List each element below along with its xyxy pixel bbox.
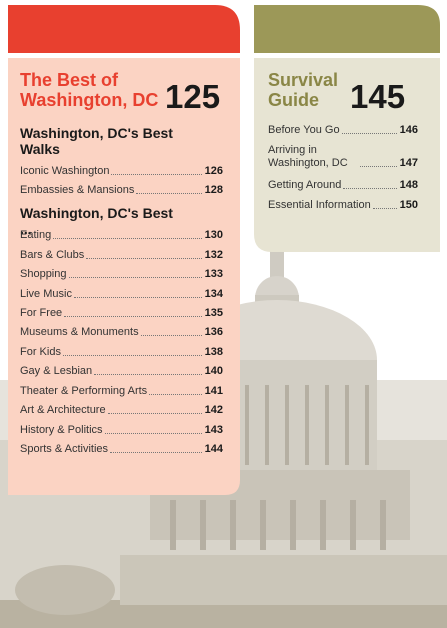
entry-page: 130 bbox=[204, 229, 223, 241]
toc-entry: Getting Around 148 bbox=[268, 179, 418, 192]
left-panel bbox=[8, 58, 240, 495]
right-header-bar bbox=[254, 5, 440, 53]
section-heading: Washington, DC's Best ... bbox=[20, 205, 173, 237]
entry-label: Live Music bbox=[20, 288, 72, 300]
entry-label: Bars & Clubs bbox=[20, 249, 85, 261]
dot-leader bbox=[140, 335, 202, 336]
toc-entry: Theater & Performing Arts 141 bbox=[20, 385, 223, 398]
entry-label: Before You Go bbox=[268, 124, 340, 136]
entry-label: For Free bbox=[20, 307, 63, 319]
entry-page: 147 bbox=[399, 157, 418, 169]
entry-label: Sports & Activities bbox=[20, 443, 109, 455]
toc-entry: For Kids 138 bbox=[20, 346, 223, 359]
toc-entry: History & Politics 143 bbox=[20, 424, 223, 437]
section-page: 145 bbox=[350, 78, 406, 115]
entry-page: 133 bbox=[204, 268, 223, 280]
toc-entry: Live Music 134 bbox=[20, 288, 223, 301]
entry-label: Iconic Washington bbox=[20, 165, 110, 177]
dot-leader bbox=[107, 413, 202, 414]
dot-leader bbox=[360, 166, 397, 167]
entry-page: 132 bbox=[204, 249, 223, 261]
section-title: The Best of Washington, DC bbox=[20, 70, 159, 110]
dot-leader bbox=[86, 258, 202, 259]
entry-label: Arriving in Washington, DC bbox=[268, 144, 348, 169]
entry-page: 138 bbox=[204, 346, 223, 358]
toc-entry: Arriving in Washington, DC 147 bbox=[268, 144, 418, 170]
dot-leader bbox=[372, 208, 397, 209]
toc-entry: Sports & Activities 144 bbox=[20, 443, 223, 456]
dot-leader bbox=[110, 452, 202, 453]
dot-leader bbox=[94, 374, 202, 375]
entry-page: 134 bbox=[204, 288, 223, 300]
entry-label: For Kids bbox=[20, 346, 61, 358]
toc-entry: Eating 130 bbox=[20, 229, 223, 242]
dot-leader bbox=[111, 174, 202, 175]
entry-label: Essential Information bbox=[268, 199, 371, 211]
entry-page: 148 bbox=[399, 179, 418, 191]
entry-page: 143 bbox=[204, 424, 223, 436]
toc-entry: Embassies & Mansions 128 bbox=[20, 184, 223, 197]
toc-entry: Gay & Lesbian 140 bbox=[20, 365, 223, 378]
entry-label: Eating bbox=[20, 229, 52, 241]
entry-label: Embassies & Mansions bbox=[20, 184, 135, 196]
dot-leader bbox=[64, 316, 202, 317]
entry-label: History & Politics bbox=[20, 424, 103, 436]
entry-page: 144 bbox=[204, 443, 223, 455]
entry-page: 135 bbox=[204, 307, 223, 319]
dot-leader bbox=[68, 277, 202, 278]
entry-page: 150 bbox=[399, 199, 418, 211]
left-header-bar bbox=[8, 5, 240, 53]
dot-leader bbox=[343, 188, 397, 189]
entry-label: Gay & Lesbian bbox=[20, 365, 93, 377]
toc-entry: Shopping 133 bbox=[20, 268, 223, 281]
entry-label: Museums & Monuments bbox=[20, 326, 139, 338]
entry-label: Getting Around bbox=[268, 179, 342, 191]
toc-entry: Essential Information 150 bbox=[268, 199, 418, 212]
right-panel bbox=[254, 58, 440, 252]
dot-leader bbox=[62, 355, 202, 356]
entry-label: Art & Architecture bbox=[20, 404, 106, 416]
entry-page: 140 bbox=[204, 365, 223, 377]
entry-page: 136 bbox=[204, 326, 223, 338]
entry-page: 146 bbox=[399, 124, 418, 136]
toc-entry: Before You Go 146 bbox=[268, 124, 418, 137]
toc-entry: Art & Architecture 142 bbox=[20, 404, 223, 417]
toc-entry: For Free 135 bbox=[20, 307, 223, 320]
entry-label: Theater & Performing Arts bbox=[20, 385, 148, 397]
entry-page: 142 bbox=[204, 404, 223, 416]
dot-leader bbox=[136, 193, 202, 194]
section-heading: Washington, DC's Best Walks bbox=[20, 125, 173, 157]
entry-page: 141 bbox=[204, 385, 223, 397]
toc-entry: Iconic Washington 126 bbox=[20, 165, 223, 178]
section-title: Survival Guide bbox=[268, 70, 339, 110]
section-page: 125 bbox=[165, 78, 221, 115]
dot-leader bbox=[53, 238, 202, 239]
dot-leader bbox=[341, 133, 397, 134]
dot-leader bbox=[149, 394, 202, 395]
entry-page: 128 bbox=[204, 184, 223, 196]
dot-leader bbox=[73, 297, 202, 298]
toc-entry: Bars & Clubs 132 bbox=[20, 249, 223, 262]
entry-label: Shopping bbox=[20, 268, 67, 280]
dot-leader bbox=[104, 433, 202, 434]
toc-entry: Museums & Monuments 136 bbox=[20, 326, 223, 339]
entry-page: 126 bbox=[204, 165, 223, 177]
